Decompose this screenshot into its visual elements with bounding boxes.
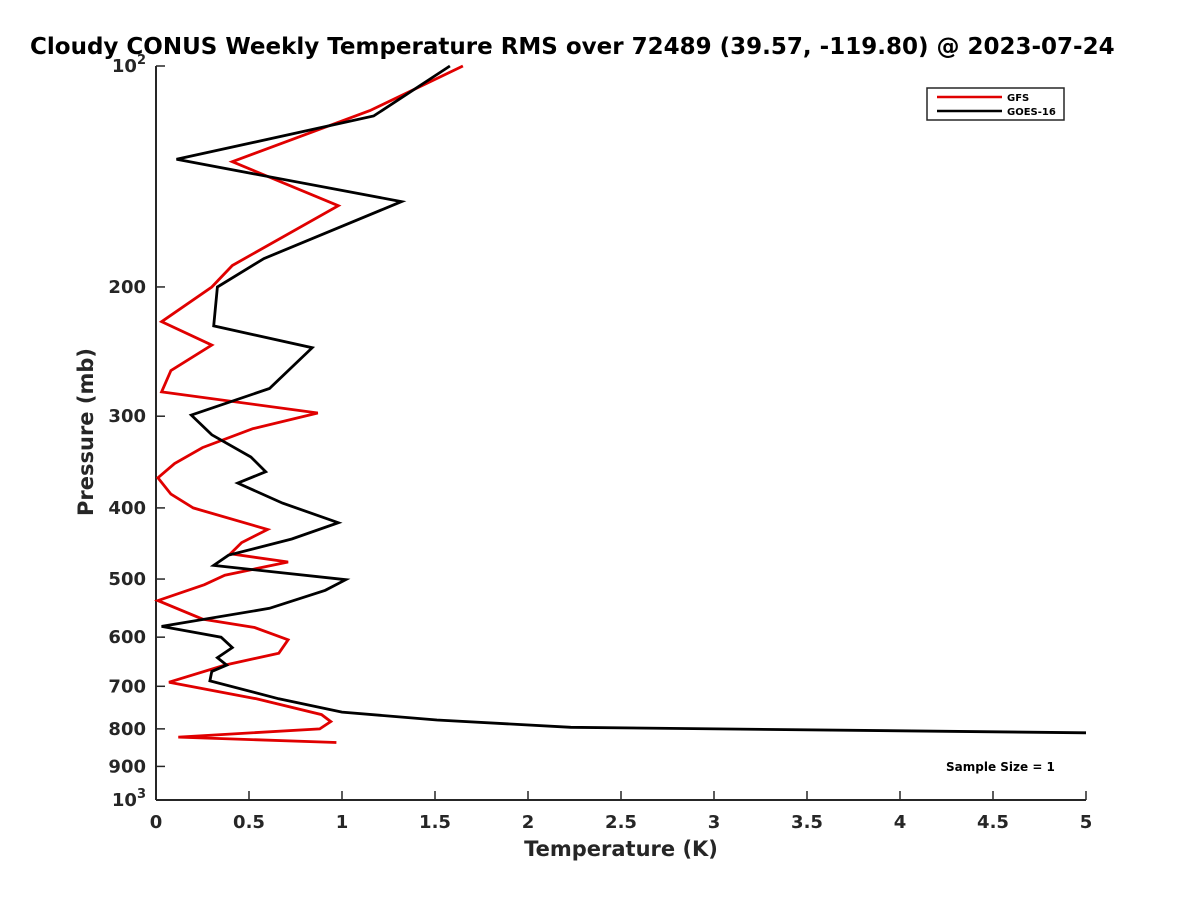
x-tick-label: 1 (336, 812, 349, 833)
x-tick-label: 0 (150, 812, 163, 833)
legend: GFS GOES-16 (926, 87, 1065, 121)
legend-label-goes16: GOES-16 (1007, 107, 1056, 118)
y-tick-label: 700 (108, 676, 146, 697)
x-tick-label: 3 (708, 812, 721, 833)
axes: 0 0.5 1 1.5 2 2.5 3 3.5 4 4.5 5 102 200 300 400 500 600 7… (108, 53, 1092, 833)
y-tick-label: 400 (108, 498, 146, 519)
y-tick-label: 500 (108, 569, 146, 590)
sample-size-note: Sample Size = 1 (946, 760, 1055, 774)
x-tick-label: 2 (522, 812, 535, 833)
legend-box (926, 87, 1065, 121)
y-tick-label: 800 (108, 719, 146, 740)
y-tick-label: 200 (108, 277, 146, 298)
x-tick-label: 1.5 (419, 812, 451, 833)
y-tick-label: 600 (108, 627, 146, 648)
legend-label-gfs: GFS (1007, 93, 1029, 104)
y-tick-label: 103 (112, 787, 146, 811)
y-tick-label: 102 (112, 53, 146, 77)
y-tick-label: 300 (108, 406, 146, 427)
x-axis-label: Temperature (K) (524, 837, 718, 861)
series-line-gfs (153, 64, 464, 744)
x-tick-label: 0.5 (233, 812, 265, 833)
x-tick-label: 5 (1080, 812, 1093, 833)
x-tick-label: 4 (894, 812, 907, 833)
y-axis-label: Pressure (mb) (74, 348, 98, 516)
chart-title: Cloudy CONUS Weekly Temperature RMS over… (30, 34, 1115, 60)
x-tick-label: 4.5 (977, 812, 1009, 833)
series-layer (153, 64, 1087, 744)
x-tick-label: 2.5 (605, 812, 637, 833)
y-tick-label: 900 (108, 756, 146, 777)
series-line-goes16 (161, 64, 1087, 735)
x-tick-label: 3.5 (791, 812, 823, 833)
